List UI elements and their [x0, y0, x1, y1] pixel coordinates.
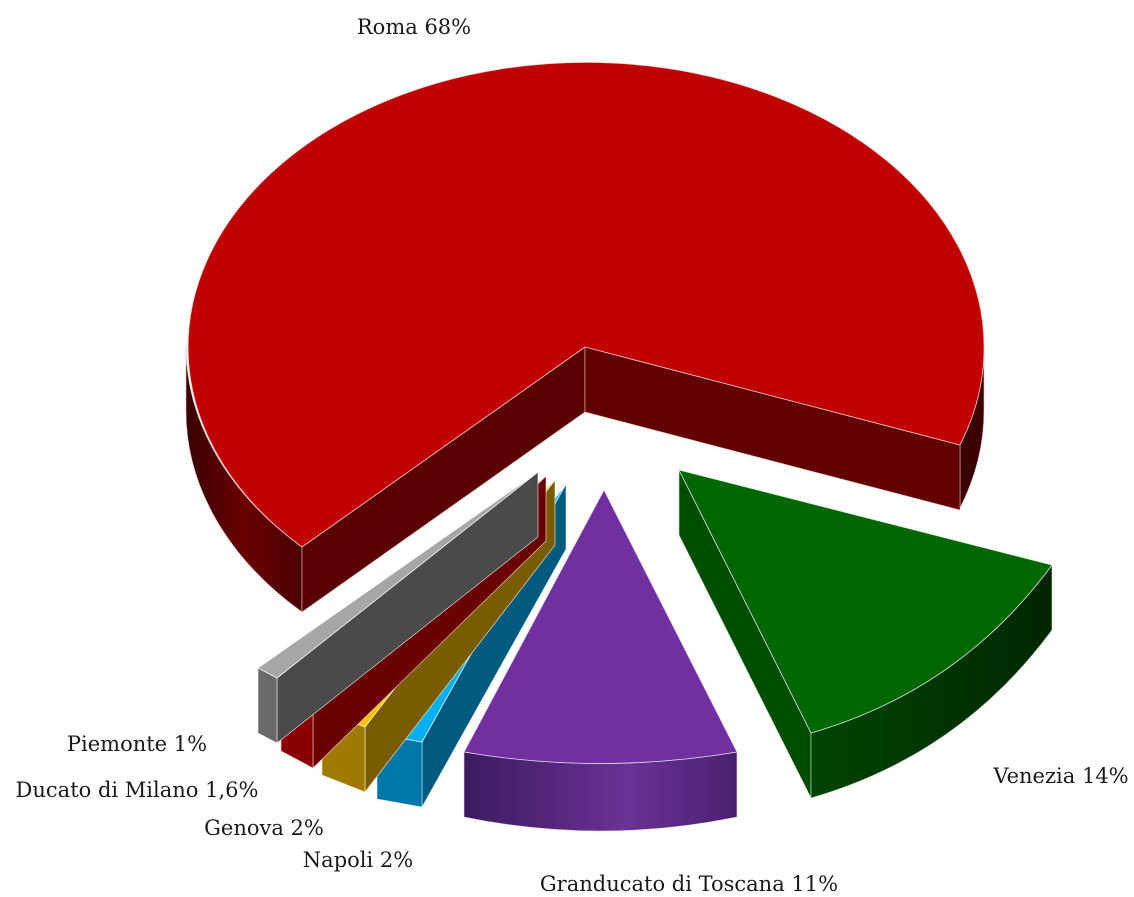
slice-venezia[interactable] — [678, 469, 1053, 799]
slice-roma[interactable] — [185, 62, 985, 613]
label-piemonte: Piemonte 1% — [67, 732, 207, 756]
slice-toscana-top — [463, 489, 738, 764]
slice-venezia-top — [678, 469, 1053, 734]
label-toscana: Granducato di Toscana 11% — [540, 872, 838, 896]
slice-piemonte-top — [257, 471, 539, 679]
label-roma: Roma 68% — [357, 15, 471, 39]
slice-piemonte-side — [257, 667, 278, 744]
label-venezia: Venezia 14% — [992, 764, 1128, 788]
label-milano: Ducato di Milano 1,6% — [16, 778, 259, 802]
slice-roma-top — [187, 62, 985, 548]
slice-piemonte[interactable] — [257, 471, 539, 744]
slice-toscana[interactable] — [463, 489, 738, 832]
label-napoli: Napoli 2% — [303, 848, 413, 872]
label-genova: Genova 2% — [204, 816, 324, 840]
